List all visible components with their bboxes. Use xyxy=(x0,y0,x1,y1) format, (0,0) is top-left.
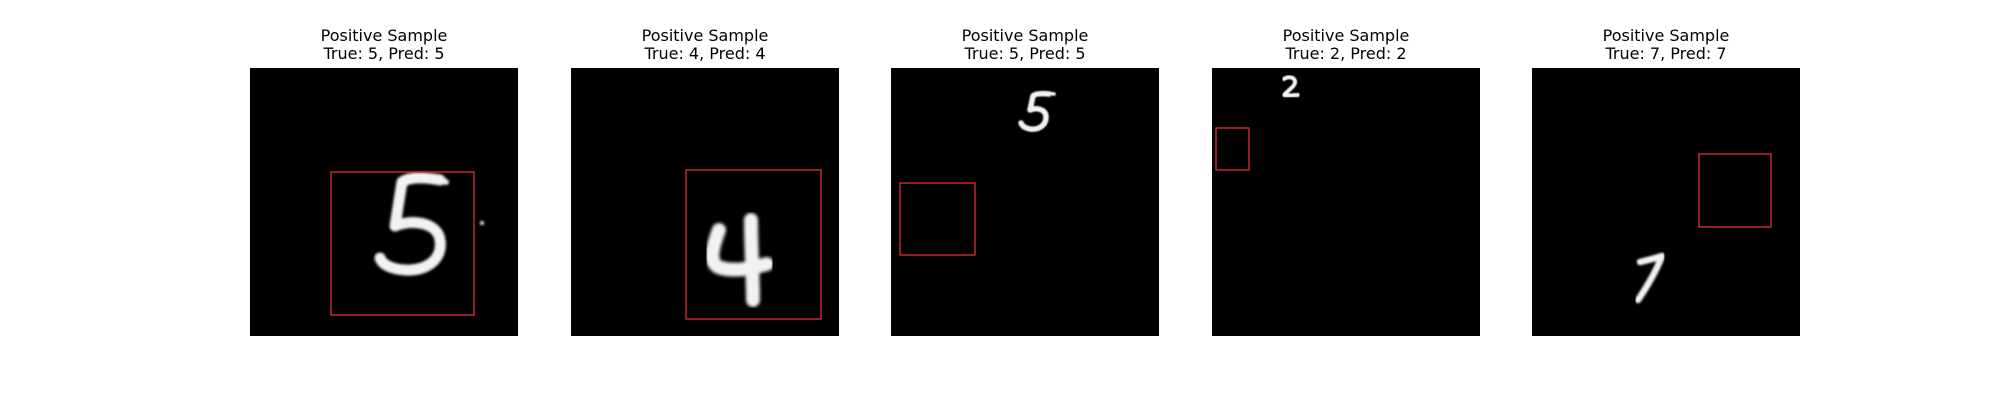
panel-title-label: True: 5, Pred: 5 xyxy=(964,44,1086,63)
sample-panel-5: Positive Sample True: 7, Pred: 7 xyxy=(1532,0,1800,400)
panel-title: Positive Sample True: 4, Pred: 4 xyxy=(571,27,839,63)
sample-panel-1: Positive Sample True: 5, Pred: 5 xyxy=(250,0,518,400)
panel-title: Positive Sample True: 7, Pred: 7 xyxy=(1532,27,1800,63)
sample-image xyxy=(250,68,518,336)
panel-title: Positive Sample True: 2, Pred: 2 xyxy=(1212,27,1480,63)
sample-panel-2: Positive Sample True: 4, Pred: 4 xyxy=(571,0,839,400)
bounding-box xyxy=(899,182,976,256)
panel-title-label: True: 5, Pred: 5 xyxy=(323,44,445,63)
sample-image xyxy=(1532,68,1800,336)
panel-title-label: True: 2, Pred: 2 xyxy=(1285,44,1407,63)
sample-image xyxy=(1212,68,1480,336)
sample-image xyxy=(571,68,839,336)
panel-title-heading: Positive Sample xyxy=(320,26,448,45)
panel-title-label: True: 4, Pred: 4 xyxy=(644,44,766,63)
panel-title-heading: Positive Sample xyxy=(1282,26,1410,45)
handwritten-digit xyxy=(1018,90,1056,132)
bounding-box xyxy=(330,171,475,316)
sample-image xyxy=(891,68,1159,336)
panel-title-heading: Positive Sample xyxy=(961,26,1089,45)
sample-panel-4: Positive Sample True: 2, Pred: 2 xyxy=(1212,0,1480,400)
bounding-box xyxy=(1698,153,1772,228)
handwritten-digit xyxy=(1282,75,1300,98)
panel-title-heading: Positive Sample xyxy=(641,26,769,45)
bounding-box xyxy=(1215,127,1250,171)
handwritten-digit xyxy=(374,172,484,276)
panel-title-heading: Positive Sample xyxy=(1602,26,1730,45)
panel-title: Positive Sample True: 5, Pred: 5 xyxy=(891,27,1159,63)
handwritten-digit xyxy=(705,213,774,307)
panel-title-label: True: 7, Pred: 7 xyxy=(1605,44,1727,63)
panel-title: Positive Sample True: 5, Pred: 5 xyxy=(250,27,518,63)
handwritten-digit xyxy=(1634,252,1666,304)
bounding-box xyxy=(685,169,822,320)
sample-panel-3: Positive Sample True: 5, Pred: 5 xyxy=(891,0,1159,400)
